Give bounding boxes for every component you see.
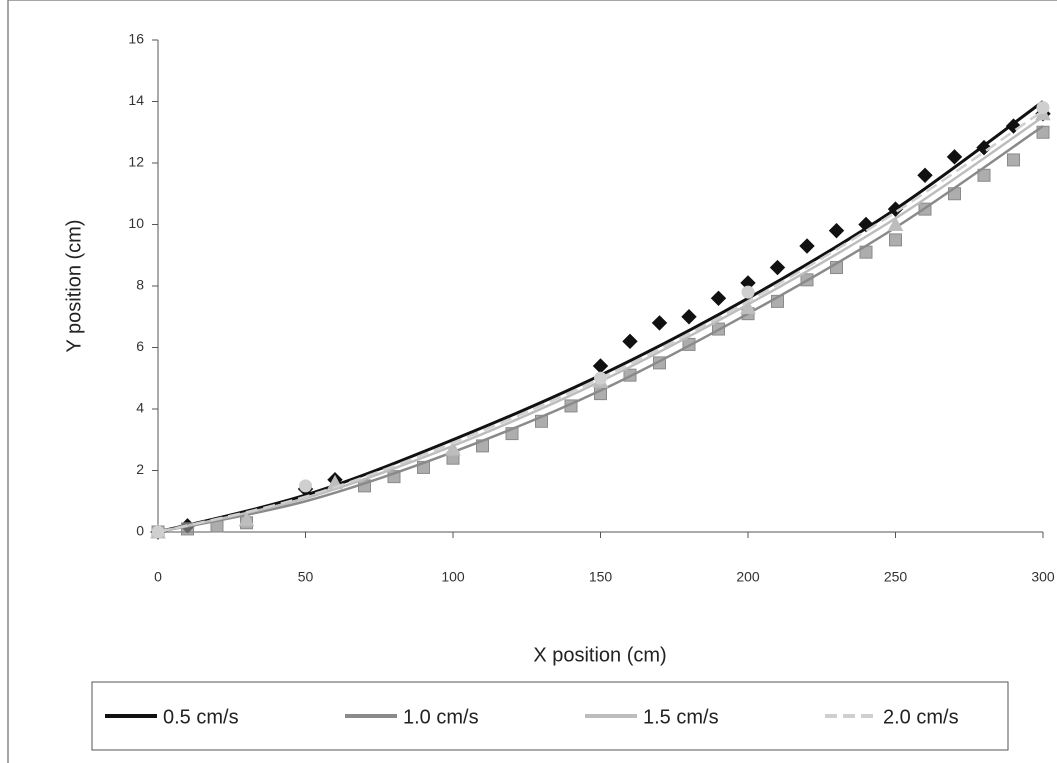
marker	[917, 167, 933, 184]
x-tick-label: 250	[884, 569, 908, 585]
y-tick-label: 10	[128, 215, 144, 231]
marker	[535, 414, 548, 428]
fit-line	[157, 125, 1044, 534]
legend-text: 0.5 cm/s	[163, 706, 239, 728]
x-tick-label: 150	[589, 569, 613, 585]
marker	[476, 439, 489, 453]
marker	[828, 222, 845, 239]
marker	[592, 358, 609, 374]
marker	[417, 460, 430, 474]
marker	[653, 356, 666, 370]
x-tick-label: 200	[736, 569, 760, 585]
x-tick-label: 100	[441, 569, 465, 585]
marker	[564, 399, 578, 413]
marker	[1005, 118, 1022, 134]
marker	[889, 233, 902, 247]
marker	[623, 368, 637, 382]
x-axis-title: X position (cm)	[533, 644, 666, 666]
marker	[387, 470, 401, 484]
marker	[858, 216, 874, 233]
marker	[505, 427, 519, 441]
y-tick-label: 14	[128, 92, 144, 108]
marker	[445, 440, 461, 456]
marker	[681, 309, 697, 325]
marker	[976, 139, 992, 156]
y-tick-label: 16	[128, 31, 144, 47]
y-axis-title: Y position (cm)	[63, 219, 85, 352]
marker	[887, 216, 904, 231]
marker	[946, 149, 963, 165]
marker	[594, 371, 607, 385]
marker	[771, 294, 784, 308]
marker	[977, 168, 991, 182]
fit-line	[157, 100, 1044, 534]
y-tick-label: 2	[136, 461, 144, 477]
fit-line	[157, 109, 1044, 534]
fit-line	[157, 115, 1044, 534]
marker	[622, 333, 638, 350]
legend-box	[91, 681, 1009, 751]
marker	[769, 259, 786, 276]
legend-text: 1.5 cm/s	[643, 706, 719, 728]
marker	[682, 337, 696, 351]
marker	[299, 479, 312, 493]
legend-text: 1.0 cm/s	[403, 706, 479, 728]
y-tick-label: 6	[136, 338, 144, 354]
marker	[712, 322, 725, 336]
y-tick-label: 0	[136, 523, 144, 539]
x-tick-label: 50	[298, 569, 314, 585]
y-tick-label: 8	[136, 277, 144, 293]
marker	[238, 511, 255, 527]
x-tick-label: 300	[1031, 569, 1055, 585]
marker	[741, 285, 755, 299]
marker	[151, 525, 165, 539]
marker	[594, 387, 607, 401]
marker	[740, 299, 756, 315]
marker	[948, 187, 961, 201]
x-tick-label: 0	[154, 569, 162, 585]
marker	[799, 238, 815, 254]
marker	[1036, 101, 1050, 115]
marker	[1007, 153, 1020, 167]
marker	[887, 201, 904, 217]
marker	[1036, 125, 1050, 139]
marker	[918, 202, 932, 216]
y-tick-label: 12	[128, 154, 144, 170]
marker	[710, 290, 727, 307]
marker	[800, 273, 814, 287]
legend-text: 2.0 cm/s	[883, 706, 959, 728]
chart-frame	[7, 0, 1057, 763]
marker	[830, 261, 843, 275]
y-tick-label: 4	[136, 400, 144, 416]
marker	[651, 315, 668, 331]
marker	[859, 245, 873, 259]
